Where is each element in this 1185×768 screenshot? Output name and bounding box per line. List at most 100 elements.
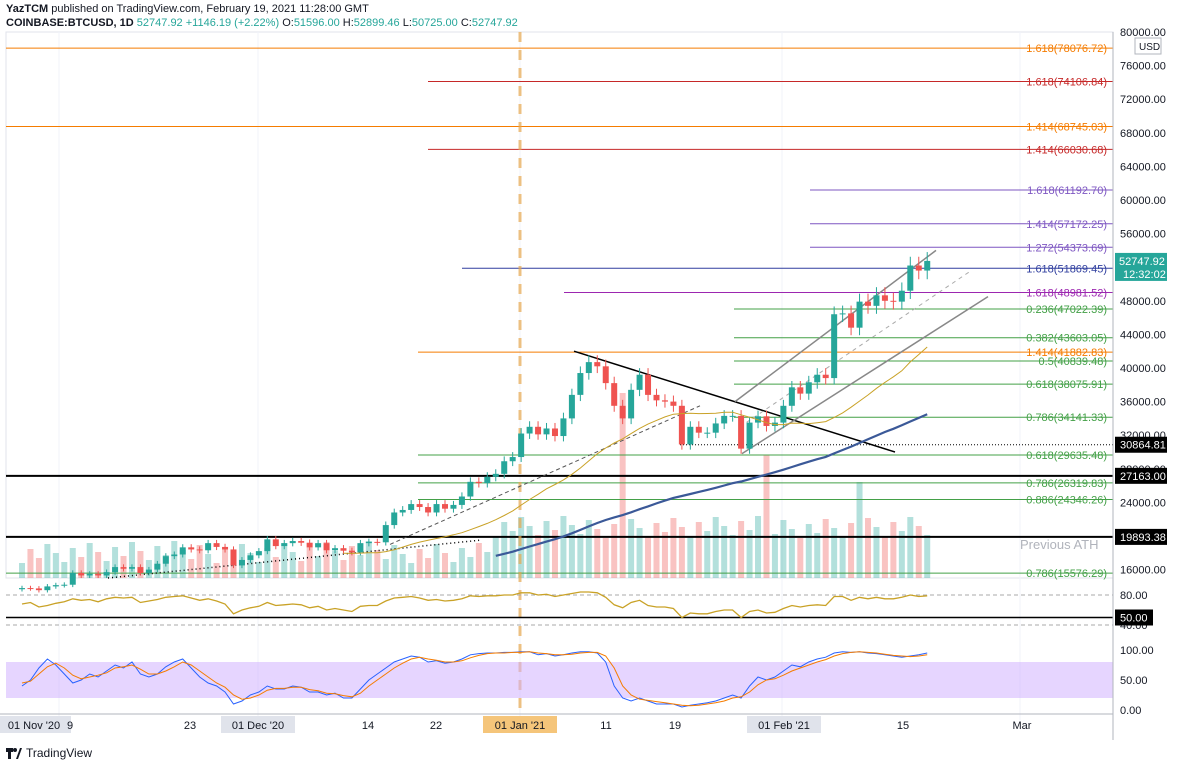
candle-body xyxy=(298,541,305,543)
candles xyxy=(19,252,931,593)
candle-body xyxy=(839,313,846,315)
candle-body xyxy=(128,567,135,569)
candle-body xyxy=(865,301,871,306)
fib-level-label: 1.618(48981.52) xyxy=(1026,288,1107,300)
candle-body xyxy=(222,546,229,550)
o-label: O: xyxy=(282,17,294,29)
candle-body xyxy=(154,563,161,570)
volume-bar xyxy=(112,547,119,578)
volume-bar xyxy=(264,548,271,578)
volume-bar xyxy=(442,553,448,578)
candle-body xyxy=(112,567,119,573)
candle-body xyxy=(348,550,355,553)
volume-bar xyxy=(298,561,305,578)
volume-bar xyxy=(619,393,626,578)
fib-level-label: 0.618(29635.48) xyxy=(1026,450,1107,462)
volume-bar xyxy=(788,529,795,578)
candle-body xyxy=(678,405,685,445)
volume-bar xyxy=(222,549,229,578)
volume-bar xyxy=(78,557,85,578)
candle-body xyxy=(188,547,195,550)
candle-body xyxy=(391,512,398,526)
volume-bar xyxy=(518,517,525,578)
x-tick-label: 23 xyxy=(184,720,196,732)
open-value: 51596.00 xyxy=(293,17,340,29)
volume-bar xyxy=(814,533,821,578)
volume-bar xyxy=(898,531,905,578)
volume-bar xyxy=(738,521,745,578)
volume-bar xyxy=(179,550,186,578)
volume-bar xyxy=(780,520,787,578)
volume-bar xyxy=(433,544,440,578)
volume-bar xyxy=(315,556,322,578)
x-tick-label: 14 xyxy=(362,720,374,732)
stoch-band xyxy=(6,662,1113,698)
y-tick-label: 80000.00 xyxy=(1120,27,1166,39)
low-value: 50725.00 xyxy=(411,17,458,29)
boxed-level-label: 27163.00 xyxy=(1120,471,1166,483)
candle-body xyxy=(475,481,482,484)
y-tick-label: 24000.00 xyxy=(1120,497,1166,509)
candle-body xyxy=(179,547,186,555)
candle-body xyxy=(797,387,804,394)
x-tick-label: 22 xyxy=(430,720,442,732)
candle-body xyxy=(746,422,753,449)
candle-body xyxy=(788,387,795,406)
volume-bar xyxy=(924,535,931,578)
volume-bar xyxy=(856,482,863,578)
volume-bar xyxy=(594,529,601,578)
time-axis[interactable]: 01 Nov '20 9 23 01 Dec '20 14 22 01 Jan '21 11 1… xyxy=(0,713,1113,733)
volume-bar xyxy=(27,549,34,578)
volume-bar xyxy=(805,524,812,578)
publisher-name[interactable]: YazTCM xyxy=(6,3,49,15)
volume-bar xyxy=(763,455,770,578)
publish-info: YazTCM published on TradingView.com, Feb… xyxy=(6,3,369,15)
candle-body xyxy=(281,543,288,547)
volume-bar xyxy=(755,516,762,578)
volume-bar xyxy=(391,545,398,578)
tradingview-brand[interactable]: TradingView xyxy=(6,746,92,760)
x-tick-label: 01 Dec '20 xyxy=(232,720,284,732)
x-tick-label: 9 xyxy=(67,720,73,732)
candle-body xyxy=(120,567,127,569)
symbol-legend: COINBASE:BTCUSD, 1D 52747.92 +1146.19 (+… xyxy=(6,17,518,29)
x-tick-label: 01 Feb '21 xyxy=(758,720,810,732)
high-value: 52899.46 xyxy=(353,17,400,29)
y-tick-label: 16000.00 xyxy=(1120,565,1166,577)
candle-body xyxy=(315,543,322,548)
volume-bar xyxy=(695,522,702,578)
candle-body xyxy=(501,461,508,474)
fib-level-label: 1.272(54373.69) xyxy=(1026,242,1107,254)
volume-bars xyxy=(19,393,931,578)
candle-body xyxy=(585,362,592,374)
volume-bar xyxy=(839,537,846,578)
symbol-label[interactable]: COINBASE:BTCUSD, 1D xyxy=(6,17,134,29)
stoch-d-line xyxy=(21,651,928,707)
volume-bar xyxy=(374,550,381,578)
candle-body xyxy=(425,507,432,513)
y-tick-label: 44000.00 xyxy=(1120,329,1166,341)
candle-body xyxy=(450,504,457,509)
price-change: +1146.19 (+2.22%) xyxy=(185,17,280,29)
candle-body xyxy=(568,394,575,419)
y-tick-label: 76000.00 xyxy=(1120,61,1166,73)
last-price: 52747.92 xyxy=(136,17,183,29)
volume-bar xyxy=(704,531,711,578)
volume-bar xyxy=(281,543,288,578)
volume-bar xyxy=(628,519,635,578)
x-label-box xyxy=(483,716,557,733)
candle-body xyxy=(636,374,643,390)
candle-body xyxy=(848,313,855,328)
volume-bar xyxy=(501,522,508,578)
y-tick-label: 36000.00 xyxy=(1120,397,1166,409)
fib-level-label: 1.618(51869.45) xyxy=(1026,263,1107,275)
candle-body xyxy=(907,265,914,291)
rsi-tick-label: 80.00 xyxy=(1120,590,1148,602)
fib-level-label: 1.414(68745.03) xyxy=(1026,122,1107,134)
volume-bar xyxy=(881,536,888,578)
volume-bar xyxy=(272,557,279,578)
candle-body xyxy=(467,481,474,497)
fib-level-label: 0.382(43603.05) xyxy=(1026,333,1107,345)
price-axis[interactable]: 80000.00 76000.00 72000.00 68000.00 64000.00… xyxy=(1112,27,1167,740)
